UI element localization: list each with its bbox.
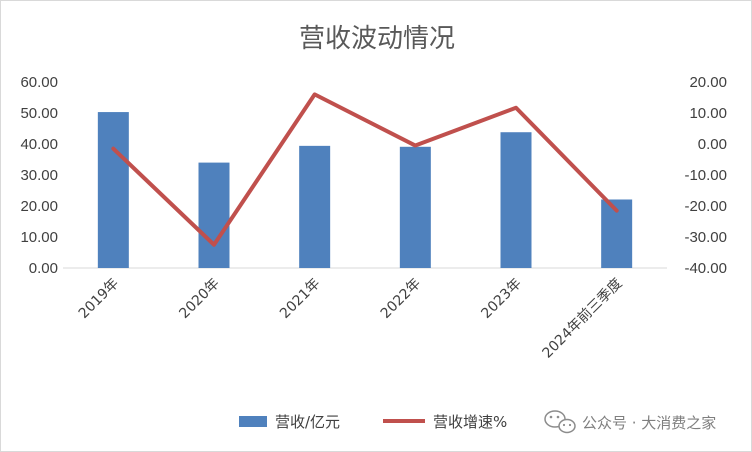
x-category-label: 2020年 xyxy=(176,276,222,322)
x-category-label: 2023年 xyxy=(478,276,524,322)
bar xyxy=(97,112,129,268)
y-left-tick-label: 10.00 xyxy=(20,229,58,246)
y-left-tick-label: 30.00 xyxy=(20,167,58,184)
x-category-label: 2022年 xyxy=(378,276,424,322)
y-right-tick-label: -40.00 xyxy=(684,260,727,277)
y-right-tick-label: 10.00 xyxy=(689,105,727,122)
bar xyxy=(299,145,331,268)
bar xyxy=(198,162,230,268)
legend-label-bar: 营收/亿元 xyxy=(275,413,340,431)
y-right-tick-label: -20.00 xyxy=(684,198,727,215)
y-left-tick-label: 20.00 xyxy=(20,198,58,215)
legend: 营收/亿元 营收增速% xyxy=(239,413,507,431)
growth-line xyxy=(111,92,619,247)
y-left-tick-label: 60.00 xyxy=(20,74,58,91)
y-left-tick-label: 0.00 xyxy=(29,260,58,277)
x-category-label: 2024年前三季度 xyxy=(539,275,626,362)
bar xyxy=(399,146,431,268)
y-axis-right: -40.00 -30.00 -20.00 -10.00 0.00 10.00 20.00 xyxy=(684,74,727,277)
legend-label-line: 营收增速% xyxy=(433,413,507,431)
y-left-tick-label: 40.00 xyxy=(20,136,58,153)
y-left-tick-label: 50.00 xyxy=(20,105,58,122)
chart-title: 营收波动情况 xyxy=(299,24,455,54)
x-category-label: 2021年 xyxy=(277,276,323,322)
legend-swatch-bar xyxy=(239,416,267,427)
y-right-tick-label: 20.00 xyxy=(689,74,727,91)
wechat-icon xyxy=(544,410,576,434)
y-right-tick-label: -10.00 xyxy=(684,167,727,184)
watermark: 公众号 · 大消费之家 xyxy=(544,410,716,434)
y-right-tick-label: 0.00 xyxy=(698,136,727,153)
bar xyxy=(500,132,532,268)
watermark-text: 公众号 · 大消费之家 xyxy=(582,414,716,432)
bar-series xyxy=(97,112,633,268)
line-series xyxy=(111,92,619,247)
x-axis-categories: 2019年 2020年 2021年 2022年 2023年 2024年前三季度 xyxy=(76,275,626,362)
y-right-tick-label: -30.00 xyxy=(684,229,727,246)
y-axis-left: 0.00 10.00 20.00 30.00 40.00 50.00 60.00 xyxy=(20,74,58,277)
x-category-label: 2019年 xyxy=(76,276,122,322)
